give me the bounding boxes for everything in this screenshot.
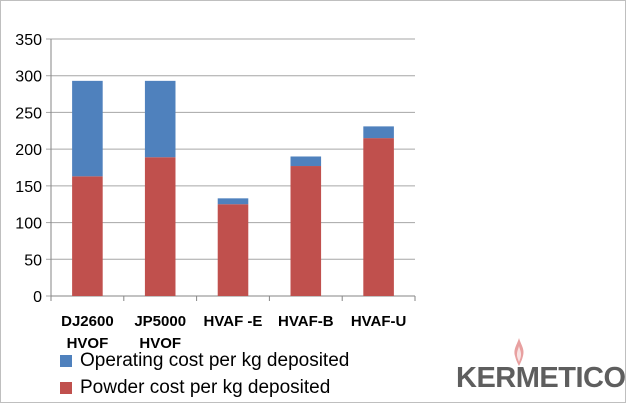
legend-item-powder: Powder cost per kg deposited [60, 374, 349, 401]
y-tick-label: 50 [24, 252, 42, 269]
bar-operating-1 [144, 80, 176, 158]
legend-label-powder: Powder cost per kg deposited [80, 376, 331, 398]
logo-text: KERMETICO [456, 362, 626, 394]
bar-operating-3 [290, 156, 322, 167]
y-tick-label: 100 [15, 216, 42, 233]
y-tick-label: 350 [15, 32, 42, 49]
x-category-label: JP5000 [134, 313, 186, 330]
x-category-label: HVOF [139, 335, 181, 352]
y-tick-label: 300 [15, 69, 42, 86]
y-tick-label: 150 [15, 179, 42, 196]
y-tick-label: 250 [15, 105, 42, 122]
legend: Operating cost per kg deposited Powder c… [60, 347, 349, 401]
kermetico-logo: KERMETICO [456, 338, 626, 398]
x-category-label: HVOF [67, 335, 109, 352]
y-tick-label: 200 [15, 142, 42, 159]
x-category-label: HVAF-U [351, 313, 407, 330]
bar-powder-3 [290, 166, 322, 296]
bar-operating-4 [363, 126, 394, 139]
bar-powder-2 [217, 204, 249, 296]
x-category-label: DJ2600 [61, 313, 114, 330]
legend-swatch-operating [60, 354, 72, 367]
legend-label-operating: Operating cost per kg deposited [80, 349, 350, 371]
legend-item-operating: Operating cost per kg deposited [60, 347, 349, 374]
flame-icon [514, 338, 524, 366]
bar-powder-0 [72, 176, 103, 296]
legend-swatch-powder [60, 381, 72, 394]
bar-operating-2 [217, 198, 249, 205]
y-tick-label: 0 [33, 289, 42, 306]
x-category-label: HVAF-B [278, 313, 334, 330]
bar-powder-4 [363, 138, 394, 296]
bar-operating-0 [72, 80, 103, 177]
x-category-label: HVAF -E [204, 313, 263, 330]
bar-powder-1 [144, 157, 176, 296]
